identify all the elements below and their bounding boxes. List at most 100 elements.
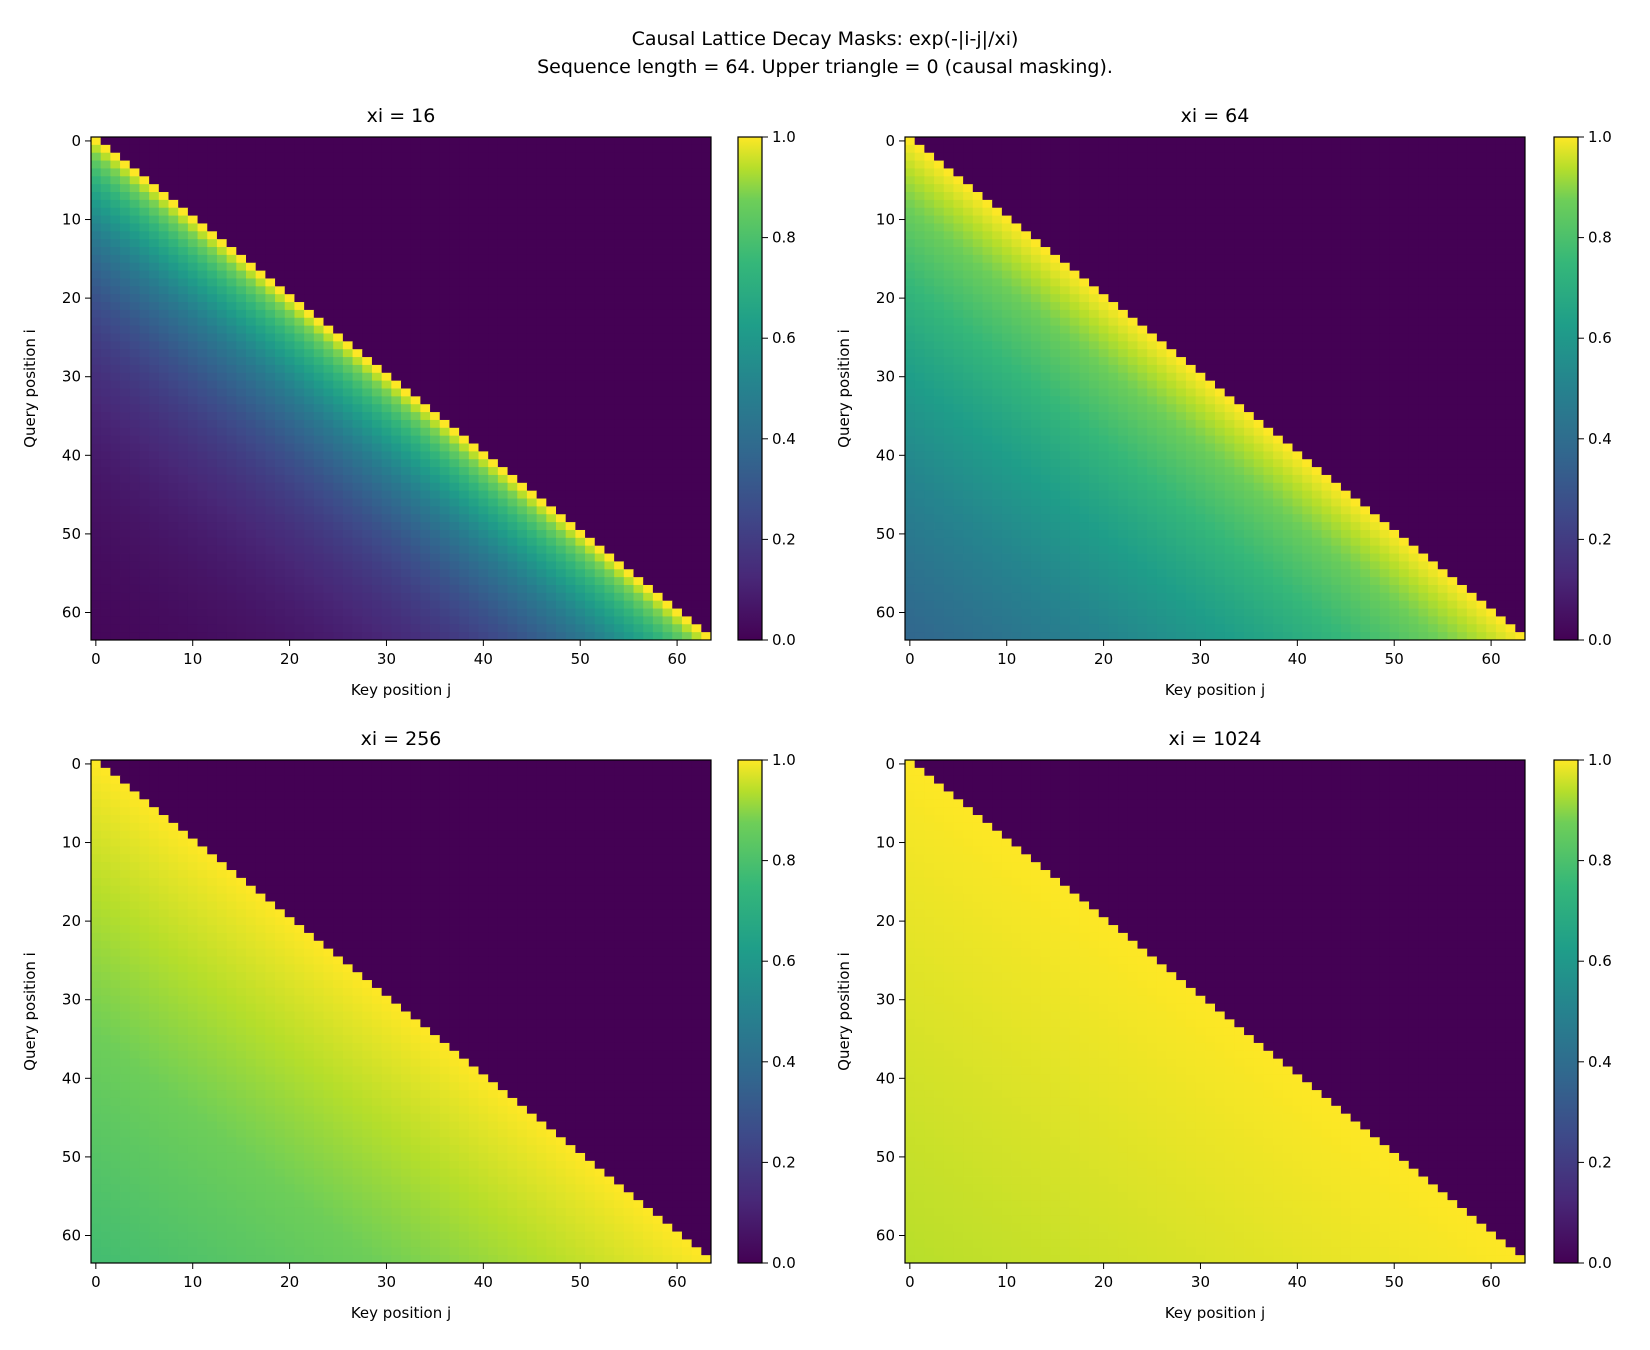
heatmap-cell bbox=[1370, 152, 1381, 161]
heatmap-cell bbox=[662, 223, 673, 232]
heatmap-cell bbox=[246, 404, 257, 413]
heatmap-cell bbox=[236, 262, 247, 272]
heatmap-cell bbox=[517, 616, 528, 625]
heatmap-cell bbox=[187, 254, 198, 264]
heatmap-cell bbox=[1127, 176, 1138, 185]
heatmap-cell bbox=[478, 247, 489, 256]
heatmap-cell bbox=[623, 223, 634, 232]
heatmap-cell bbox=[139, 490, 150, 499]
heatmap-cell bbox=[1176, 168, 1187, 177]
heatmap-cell bbox=[381, 341, 392, 350]
heatmap-cell bbox=[158, 522, 169, 531]
heatmap-cell bbox=[1389, 184, 1400, 193]
heatmap-cell bbox=[391, 584, 402, 594]
heatmap-cell bbox=[381, 199, 392, 209]
heatmap-cell bbox=[91, 317, 102, 327]
heatmap-cell bbox=[556, 231, 567, 240]
heatmap-cell bbox=[265, 364, 276, 374]
heatmap-cell bbox=[149, 270, 160, 279]
heatmap-cell bbox=[1253, 207, 1264, 216]
heatmap-cell bbox=[643, 451, 654, 460]
heatmap-cell bbox=[934, 239, 945, 248]
heatmap-cell bbox=[1282, 199, 1293, 209]
heatmap-cell bbox=[623, 419, 634, 429]
heatmap-cell bbox=[517, 137, 528, 146]
heatmap-cell bbox=[275, 278, 286, 287]
heatmap-cell bbox=[226, 372, 237, 382]
heatmap-cell bbox=[478, 553, 489, 562]
heatmap-cell bbox=[963, 223, 974, 232]
heatmap-cell bbox=[381, 325, 392, 334]
heatmap-cell bbox=[1185, 192, 1197, 201]
heatmap-cell bbox=[371, 467, 383, 476]
heatmap-cell bbox=[652, 427, 663, 437]
heatmap-cell bbox=[100, 514, 111, 523]
heatmap-cell bbox=[468, 199, 479, 209]
heatmap-cell bbox=[158, 467, 169, 476]
heatmap-cell bbox=[652, 388, 663, 397]
heatmap-cell bbox=[488, 223, 499, 232]
heatmap-cell bbox=[556, 498, 567, 507]
heatmap-cell bbox=[246, 522, 257, 531]
heatmap-cell bbox=[362, 199, 373, 209]
heatmap-cell bbox=[633, 506, 644, 515]
heatmap-cell bbox=[236, 529, 247, 539]
heatmap-cell bbox=[168, 294, 179, 303]
heatmap-cell bbox=[275, 254, 286, 264]
heatmap-cell bbox=[701, 419, 712, 429]
heatmap-cell bbox=[1156, 184, 1167, 193]
heatmap-cell bbox=[323, 577, 334, 586]
heatmap-cell bbox=[1215, 176, 1226, 185]
heatmap-cell bbox=[905, 168, 916, 177]
heatmap-cell bbox=[1447, 152, 1458, 161]
heatmap-cell bbox=[1147, 176, 1158, 185]
heatmap-cell bbox=[265, 592, 276, 602]
heatmap-cell bbox=[275, 435, 286, 444]
heatmap-cell bbox=[187, 207, 198, 216]
heatmap-cell bbox=[323, 199, 334, 209]
heatmap-cell bbox=[681, 254, 693, 264]
heatmap-cell bbox=[381, 459, 392, 468]
heatmap-cell bbox=[1428, 215, 1439, 224]
heatmap-cell bbox=[536, 325, 547, 334]
heatmap-cell bbox=[120, 207, 131, 216]
heatmap-cell bbox=[1389, 168, 1400, 177]
heatmap-cell bbox=[323, 427, 334, 437]
heatmap-cell bbox=[362, 419, 373, 429]
heatmap-cell bbox=[526, 247, 538, 256]
heatmap-cell bbox=[439, 537, 450, 547]
heatmap-cell bbox=[362, 498, 373, 507]
heatmap-cell bbox=[1166, 152, 1177, 161]
heatmap-cell bbox=[420, 600, 431, 609]
heatmap-cell bbox=[91, 168, 102, 177]
heatmap-cell bbox=[449, 577, 460, 586]
heatmap-cell bbox=[420, 482, 431, 492]
heatmap-cell bbox=[439, 152, 450, 161]
heatmap-cell bbox=[120, 176, 131, 185]
heatmap-cell bbox=[1505, 176, 1516, 185]
heatmap-cell bbox=[110, 364, 121, 374]
heatmap-cell bbox=[381, 419, 392, 429]
heatmap-cell bbox=[701, 498, 712, 507]
heatmap-cell bbox=[149, 632, 160, 641]
heatmap-cell bbox=[1321, 207, 1332, 216]
heatmap-cell bbox=[430, 577, 441, 586]
heatmap-cell bbox=[963, 168, 974, 177]
heatmap-cell bbox=[488, 545, 499, 554]
heatmap-cell bbox=[430, 522, 441, 531]
heatmap-cell bbox=[381, 262, 392, 272]
heatmap-cell bbox=[488, 349, 499, 358]
heatmap-cell bbox=[149, 176, 160, 185]
heatmap-cell bbox=[1137, 192, 1148, 201]
heatmap-cell bbox=[468, 451, 479, 460]
heatmap-cell bbox=[1224, 223, 1235, 232]
heatmap-cell bbox=[497, 262, 508, 272]
heatmap-cell bbox=[1108, 168, 1119, 177]
heatmap-cell bbox=[362, 482, 373, 492]
heatmap-cell bbox=[633, 482, 644, 492]
heatmap-cell bbox=[371, 364, 383, 374]
heatmap-cell bbox=[420, 294, 431, 303]
heatmap-cell bbox=[362, 168, 373, 177]
heatmap-cell bbox=[401, 577, 412, 586]
